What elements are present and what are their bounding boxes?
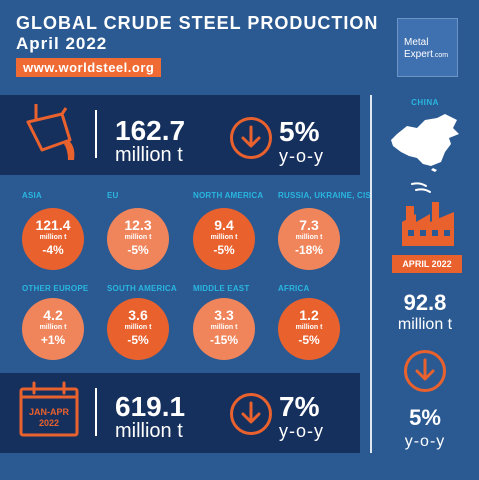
- logo-line1: Metal: [404, 37, 429, 48]
- region-bubble-north-america: 9.4 million t -5%: [193, 208, 255, 270]
- ytd-value: 619.1: [115, 391, 186, 422]
- bubble-unit: million t: [210, 234, 238, 241]
- bubble-unit: million t: [124, 234, 152, 241]
- factory-icon: [402, 182, 454, 246]
- bubble-change: +1%: [40, 333, 66, 347]
- region-label-south-america: SOUTH AMERICA: [107, 284, 177, 293]
- region-bubble-south-america: 3.6 million t -5%: [107, 298, 169, 360]
- region-label-north-america: NORTH AMERICA: [193, 191, 264, 200]
- china-value: 92.8: [403, 290, 447, 315]
- bubble-value: 3.3: [214, 307, 234, 323]
- ytd-change: 7%: [279, 391, 320, 422]
- region-bubble-africa: 1.2 million t -5%: [278, 298, 340, 360]
- world-april-panel: [0, 95, 360, 175]
- divider-line: [95, 110, 97, 158]
- world-april-unit: million t: [115, 144, 183, 166]
- title-line2: April 2022: [16, 34, 108, 53]
- logo-line2: Expert.com: [404, 49, 448, 60]
- steel-ladle-icon: [26, 104, 75, 160]
- ytd-panel: [0, 373, 360, 453]
- china-label: CHINA: [411, 98, 439, 107]
- ytd-unit: million t: [115, 420, 183, 442]
- bubble-change: -5%: [127, 333, 149, 347]
- title-line1: GLOBAL CRUDE STEEL PRODUCTION: [16, 13, 379, 33]
- divider-line: [95, 388, 97, 436]
- bubble-unit: million t: [124, 324, 152, 331]
- bubble-unit: million t: [295, 324, 323, 331]
- column-divider: [370, 95, 372, 453]
- region-label-asia: ASIA: [22, 191, 42, 200]
- arrow-down-circle-icon: [230, 393, 272, 435]
- calendar-text-line2: 2022: [38, 418, 60, 428]
- bubble-change: -5%: [127, 243, 149, 257]
- bubble-value: 121.4: [35, 217, 71, 233]
- world-april-value: 162.7: [115, 115, 186, 146]
- bubble-change: -15%: [209, 333, 238, 347]
- logo-suffix: .com: [432, 52, 449, 59]
- bubble-unit: million t: [39, 324, 67, 331]
- region-label-eu: EU: [107, 191, 119, 200]
- bubble-unit: million t: [210, 324, 238, 331]
- china-unit: million t: [397, 316, 453, 333]
- calendar-text-line1: JAN-APR: [28, 407, 69, 417]
- bubble-value: 1.2: [299, 307, 319, 323]
- ytd-yoy-label: y-o-y: [279, 421, 324, 441]
- arrow-down-circle-icon: [404, 350, 446, 392]
- bubble-change: -4%: [42, 243, 64, 257]
- china-yoy-label: y-o-y: [404, 433, 446, 450]
- china-change: 5%: [409, 405, 441, 430]
- bubble-unit: million t: [295, 234, 323, 241]
- region-bubble-russia-ukraine-cis: 7.3 million t -18%: [278, 208, 340, 270]
- region-label-other-europe: OTHER EUROPE: [22, 284, 89, 293]
- region-bubble-middle-east: 3.3 million t -15%: [193, 298, 255, 360]
- bubble-value: 12.3: [124, 217, 152, 233]
- calendar-icon: JAN-APR 2022: [18, 381, 80, 439]
- bubble-value: 7.3: [299, 217, 319, 233]
- region-bubble-other-europe: 4.2 million t +1%: [22, 298, 84, 360]
- metalexpert-logo: Metal Expert.com: [397, 18, 458, 77]
- bubble-unit: million t: [39, 234, 67, 241]
- bubble-value: 4.2: [43, 307, 63, 323]
- region-label-middle-east: MIDDLE EAST: [193, 284, 250, 293]
- world-april-change: 5%: [279, 116, 320, 147]
- bubble-change: -18%: [294, 243, 323, 257]
- bubble-value: 9.4: [214, 217, 234, 233]
- region-bubble-eu: 12.3 million t -5%: [107, 208, 169, 270]
- bubble-value: 3.6: [128, 307, 148, 323]
- region-label-russia-ukraine-cis: RUSSIA, UKRAINE, CIS: [278, 191, 371, 200]
- arrow-down-circle-icon: [230, 117, 272, 159]
- bubble-change: -5%: [298, 333, 320, 347]
- logo-word: Expert: [404, 49, 433, 60]
- region-label-africa: AFRICA: [278, 284, 310, 293]
- bubble-change: -5%: [213, 243, 235, 257]
- world-april-yoy-label: y-o-y: [279, 146, 324, 166]
- china-map-icon: [391, 114, 459, 172]
- region-bubble-asia: 121.4 million t -4%: [22, 208, 84, 270]
- website-link[interactable]: www.worldsteel.org: [16, 58, 162, 77]
- china-period-badge: APRIL 2022: [392, 255, 462, 273]
